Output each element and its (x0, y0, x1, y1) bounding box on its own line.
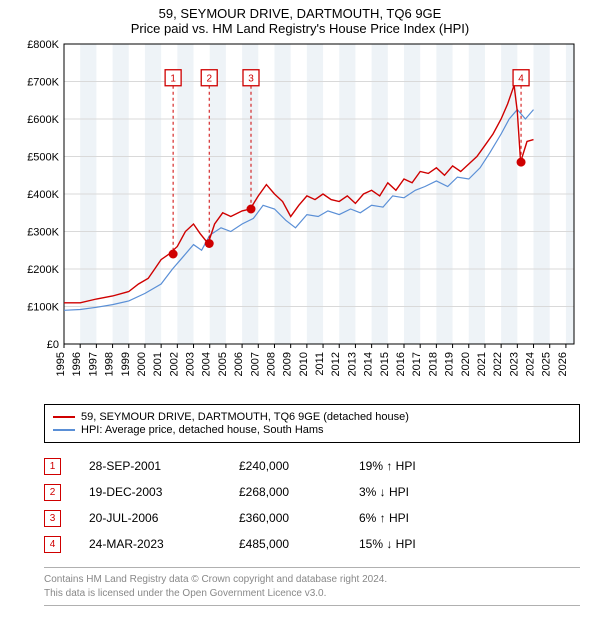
svg-text:2003: 2003 (185, 352, 197, 376)
sale-date: 19-DEC-2003 (61, 485, 239, 499)
svg-text:£700K: £700K (27, 77, 59, 89)
svg-text:2025: 2025 (541, 352, 553, 376)
legend: 59, SEYMOUR DRIVE, DARTMOUTH, TQ6 9GE (d… (44, 404, 580, 443)
footer-line2: This data is licensed under the Open Gov… (44, 587, 580, 601)
svg-text:£200K: £200K (27, 264, 59, 276)
svg-text:2014: 2014 (363, 352, 375, 376)
svg-text:2005: 2005 (217, 352, 229, 376)
svg-text:1995: 1995 (55, 352, 67, 376)
sale-row: 219-DEC-2003£268,0003% ↓ HPI (44, 479, 580, 505)
sale-diff: 3% ↓ HPI (359, 485, 479, 499)
sale-marker: 1 (44, 458, 61, 475)
svg-text:1998: 1998 (104, 352, 116, 376)
svg-text:2016: 2016 (395, 352, 407, 376)
sales-table: 128-SEP-2001£240,00019% ↑ HPI219-DEC-200… (44, 453, 580, 557)
footer: Contains HM Land Registry data © Crown c… (44, 567, 580, 606)
svg-text:2017: 2017 (411, 352, 423, 376)
svg-text:2000: 2000 (136, 352, 148, 376)
sale-row: 128-SEP-2001£240,00019% ↑ HPI (44, 453, 580, 479)
chart: £0 £100K £200K £300K £400K £500K £600K £700K £80… (20, 38, 580, 398)
svg-text:£500K: £500K (27, 152, 59, 164)
svg-text:4: 4 (518, 73, 524, 84)
svg-text:2010: 2010 (298, 352, 310, 376)
svg-text:2007: 2007 (249, 352, 261, 376)
sale-date: 20-JUL-2006 (61, 511, 239, 525)
svg-text:2008: 2008 (265, 352, 277, 376)
svg-text:£600K: £600K (27, 114, 59, 126)
svg-text:2022: 2022 (492, 352, 504, 376)
svg-text:£0: £0 (47, 339, 59, 351)
chart-title-line2: Price paid vs. HM Land Registry's House … (0, 21, 600, 36)
svg-text:£300K: £300K (27, 227, 59, 239)
legend-swatch-red (53, 416, 75, 418)
sale-row: 320-JUL-2006£360,0006% ↑ HPI (44, 505, 580, 531)
legend-label-red: 59, SEYMOUR DRIVE, DARTMOUTH, TQ6 9GE (d… (81, 411, 409, 423)
svg-text:£400K: £400K (27, 189, 59, 201)
svg-text:1997: 1997 (87, 352, 99, 376)
sale-price: £268,000 (239, 485, 359, 499)
chart-svg: £0 £100K £200K £300K £400K £500K £600K £700K £80… (20, 38, 580, 398)
footer-line1: Contains HM Land Registry data © Crown c… (44, 573, 580, 587)
svg-text:2024: 2024 (525, 352, 537, 376)
sale-price: £485,000 (239, 537, 359, 551)
svg-text:2004: 2004 (201, 352, 213, 376)
legend-row-blue: HPI: Average price, detached house, Sout… (53, 424, 571, 436)
svg-text:1999: 1999 (120, 352, 132, 376)
svg-text:2002: 2002 (168, 352, 180, 376)
sale-date: 24-MAR-2023 (61, 537, 239, 551)
sale-diff: 15% ↓ HPI (359, 537, 479, 551)
svg-text:2019: 2019 (444, 352, 456, 376)
title-block: 59, SEYMOUR DRIVE, DARTMOUTH, TQ6 9GE Pr… (0, 0, 600, 38)
sale-row: 424-MAR-2023£485,00015% ↓ HPI (44, 531, 580, 557)
legend-row-red: 59, SEYMOUR DRIVE, DARTMOUTH, TQ6 9GE (d… (53, 411, 571, 423)
svg-text:2001: 2001 (152, 352, 164, 376)
svg-text:1996: 1996 (71, 352, 83, 376)
svg-text:2011: 2011 (314, 352, 326, 376)
sale-diff: 19% ↑ HPI (359, 459, 479, 473)
sale-diff: 6% ↑ HPI (359, 511, 479, 525)
sale-marker: 2 (44, 484, 61, 501)
svg-text:3: 3 (248, 73, 254, 84)
legend-label-blue: HPI: Average price, detached house, Sout… (81, 424, 324, 436)
sale-price: £360,000 (239, 511, 359, 525)
sale-date: 28-SEP-2001 (61, 459, 239, 473)
svg-text:2023: 2023 (508, 352, 520, 376)
svg-text:2020: 2020 (460, 352, 472, 376)
svg-text:£100K: £100K (27, 302, 59, 314)
svg-text:2026: 2026 (557, 352, 569, 376)
svg-text:2006: 2006 (233, 352, 245, 376)
legend-swatch-blue (53, 429, 75, 431)
svg-text:2013: 2013 (346, 352, 358, 376)
chart-title-line1: 59, SEYMOUR DRIVE, DARTMOUTH, TQ6 9GE (0, 6, 600, 21)
svg-text:2021: 2021 (476, 352, 488, 376)
svg-text:1: 1 (170, 73, 176, 84)
sale-marker: 3 (44, 510, 61, 527)
svg-text:2012: 2012 (330, 352, 342, 376)
sale-marker: 4 (44, 536, 61, 553)
svg-text:2: 2 (206, 73, 212, 84)
svg-text:2015: 2015 (379, 352, 391, 376)
svg-text:2009: 2009 (282, 352, 294, 376)
sale-price: £240,000 (239, 459, 359, 473)
svg-text:£800K: £800K (27, 39, 59, 51)
svg-text:2018: 2018 (427, 352, 439, 376)
